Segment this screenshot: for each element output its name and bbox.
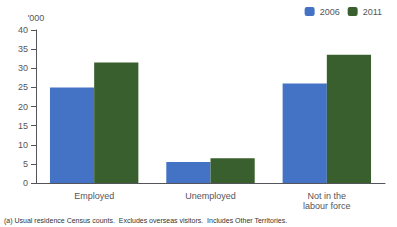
svg-text:5: 5 [23, 159, 28, 169]
svg-text:2006: 2006 [320, 7, 340, 17]
svg-text:Unemployed: Unemployed [185, 191, 236, 201]
svg-text:40: 40 [18, 25, 28, 35]
svg-text:20: 20 [18, 102, 28, 112]
svg-text:35: 35 [18, 44, 28, 54]
svg-text:0: 0 [23, 178, 28, 188]
svg-text:'000: '000 [28, 13, 45, 23]
svg-text:15: 15 [18, 121, 28, 131]
svg-text:2011: 2011 [363, 7, 382, 17]
svg-text:labour force: labour force [303, 201, 351, 211]
svg-text:Not in the: Not in the [308, 191, 347, 201]
svg-text:(a) Usual residence Census cou: (a) Usual residence Census counts. Exclu… [4, 217, 287, 225]
svg-text:10: 10 [18, 140, 28, 150]
svg-text:30: 30 [18, 63, 28, 73]
svg-text:Employed: Employed [74, 191, 114, 201]
svg-text:25: 25 [18, 82, 28, 92]
